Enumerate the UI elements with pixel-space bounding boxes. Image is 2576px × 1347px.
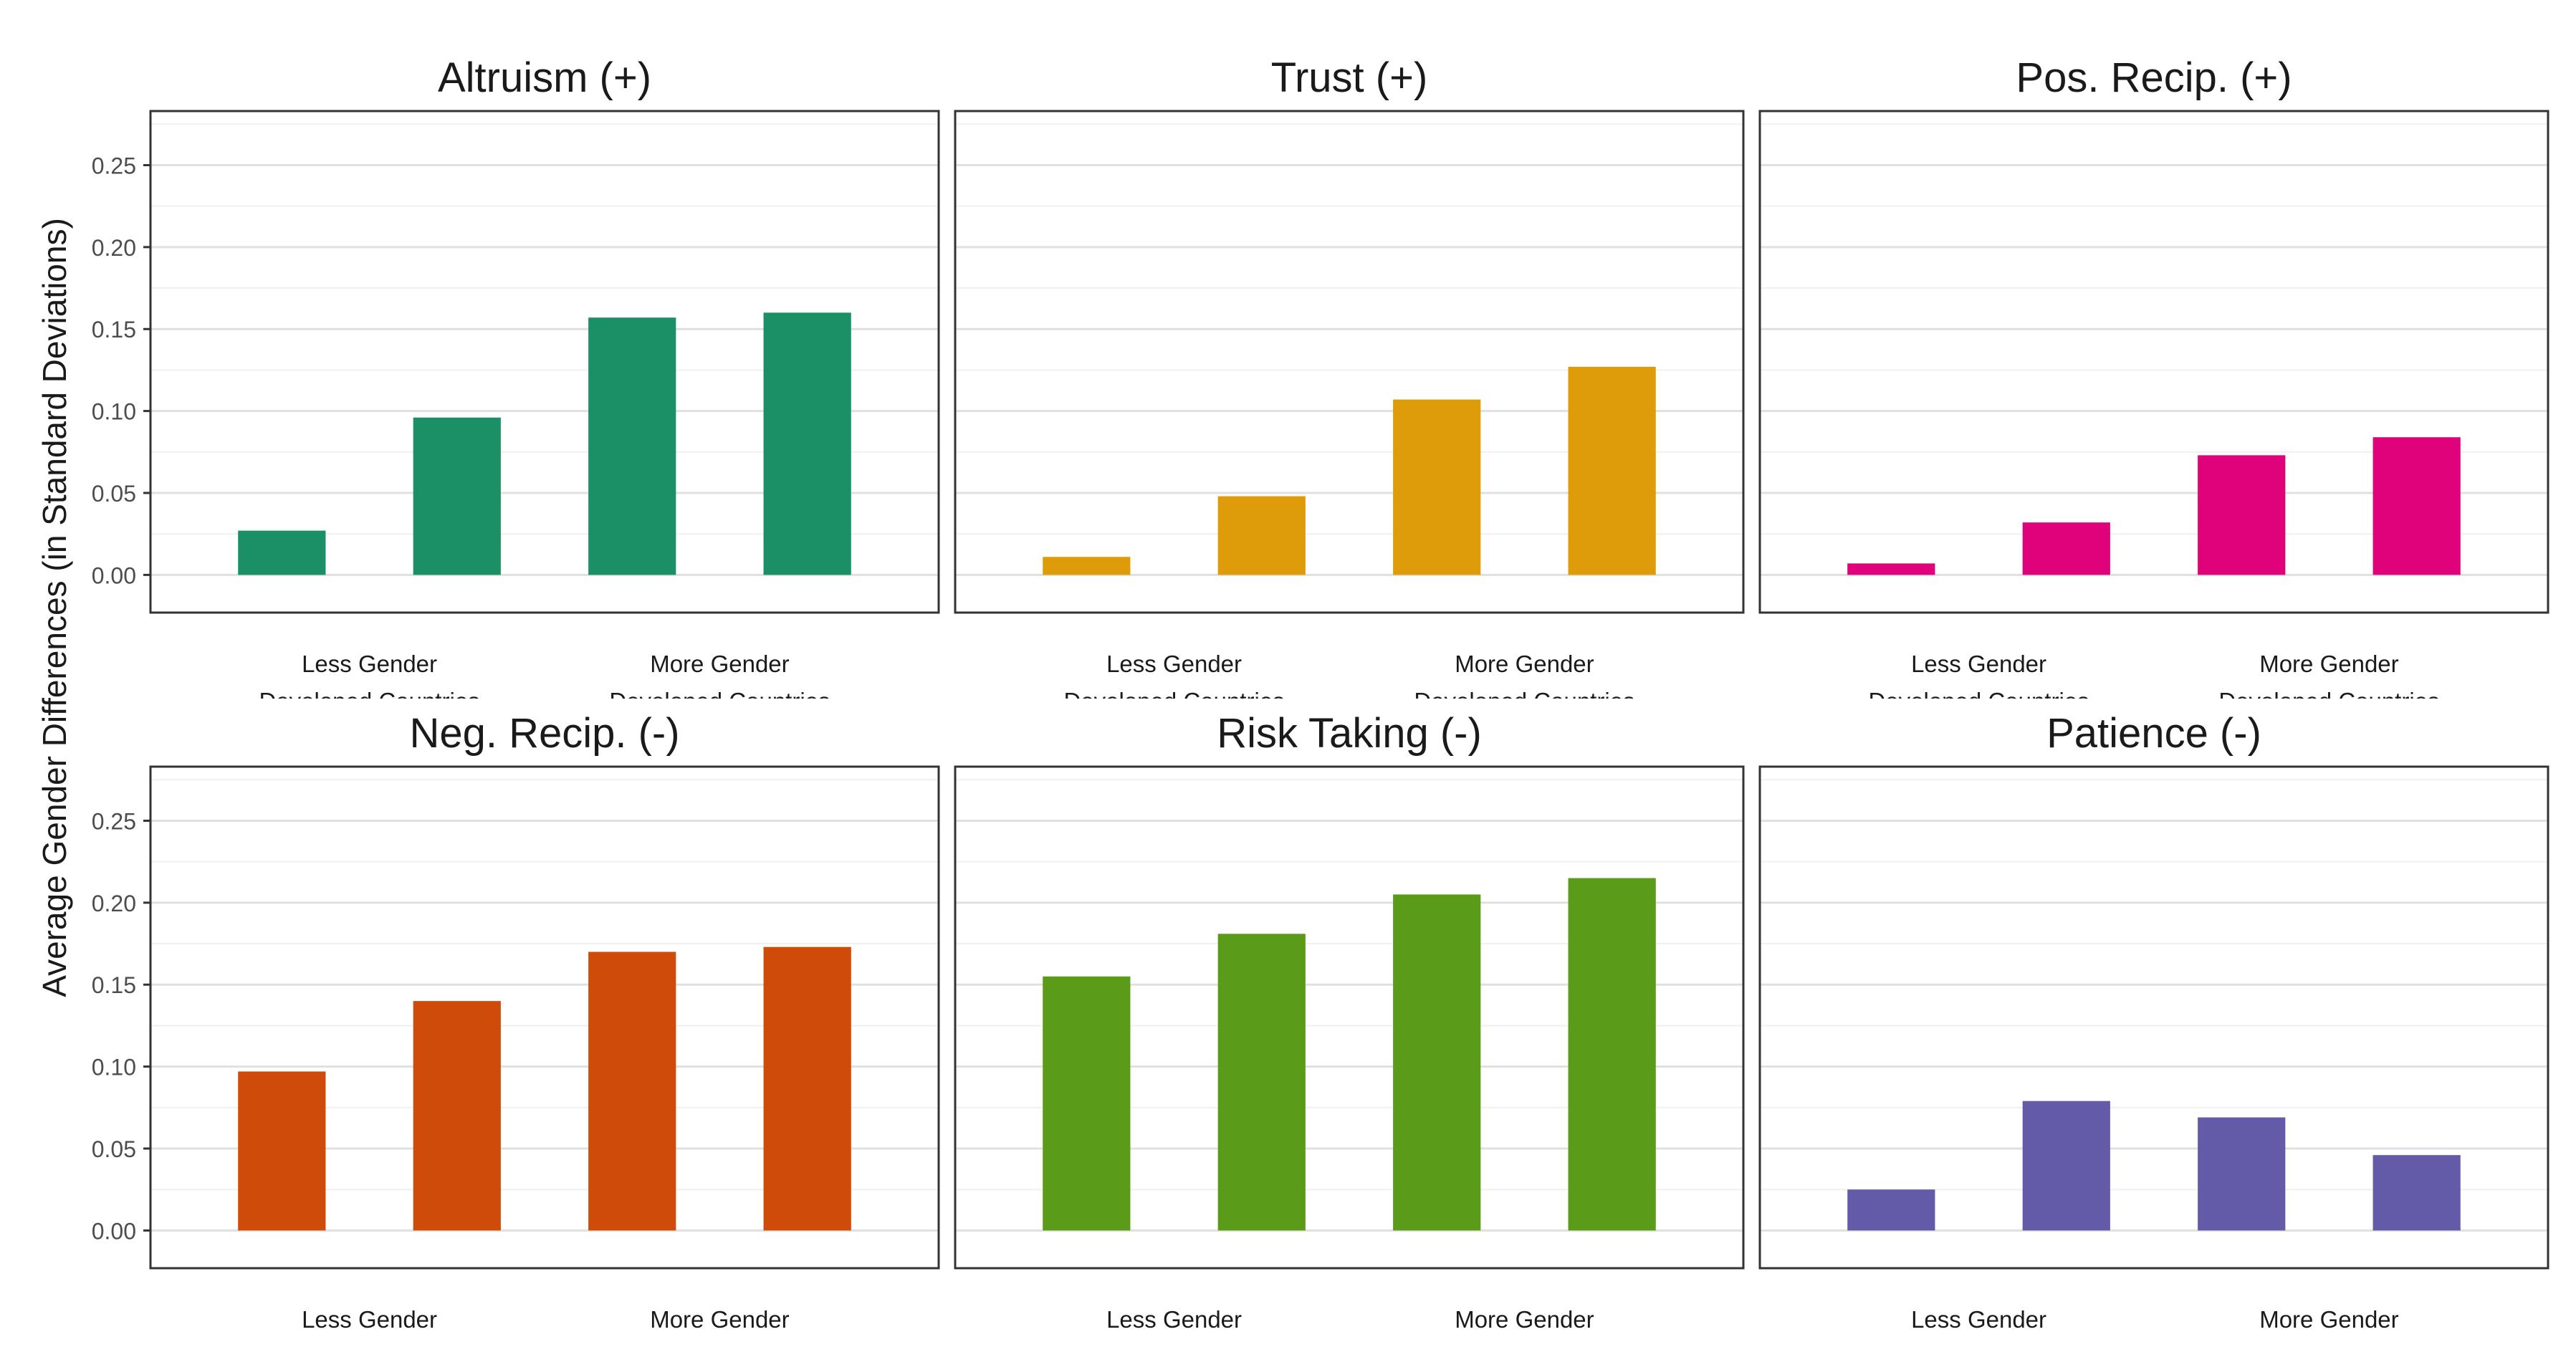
- y-tick-label: 0.00: [92, 562, 136, 588]
- x-tick-label: Less Gender: [1106, 1306, 1242, 1333]
- y-tick-label: 0.00: [92, 1218, 136, 1244]
- panel-border: [954, 765, 1745, 1270]
- bar: [1043, 976, 1131, 1231]
- x-tick-label: Developed Countries: [1063, 688, 1284, 714]
- y-tick-label: 0.25: [92, 808, 136, 834]
- facet-panel: Trust (+) Less Gender Developed Countries M…: [954, 54, 1745, 714]
- x-tick-label: Less Gender: [1911, 651, 2046, 677]
- x-tick-label: More Gender: [650, 1306, 789, 1333]
- x-tick-label: Developed Countries: [1868, 688, 2089, 714]
- facet-title: Pos. Recip. (+): [2016, 54, 2292, 101]
- y-tick-label: 0.20: [92, 891, 136, 916]
- bar: [1043, 557, 1131, 575]
- bar: [2372, 1155, 2461, 1231]
- x-tick-labels: Less Gender Developed Countries More Gende…: [1063, 651, 1634, 714]
- bar: [1217, 934, 1306, 1231]
- facet-panel: Neg. Recip. (-) 0.00 0.05 0.10 0.15 0.20 0.25 L…: [92, 710, 940, 1347]
- facet-title: Neg. Recip. (-): [409, 710, 679, 757]
- bar: [1393, 399, 1481, 575]
- bar: [2022, 522, 2110, 575]
- facet-title: Trust (+): [1271, 54, 1428, 101]
- panel-border: [149, 110, 940, 614]
- bar: [1847, 563, 1935, 575]
- bar: [2198, 455, 2286, 575]
- bar: [1217, 496, 1306, 575]
- y-tick-label: 0.05: [92, 1136, 136, 1162]
- x-tick-label: Less Gender: [1106, 651, 1242, 677]
- x-tick-label: More Gender: [2259, 651, 2398, 677]
- panel-border: [1758, 765, 2549, 1270]
- x-tick-label: Developed Countries: [2218, 688, 2439, 714]
- y-tick-label: 0.25: [92, 153, 136, 178]
- x-tick-label: Less Gender: [1911, 1306, 2046, 1333]
- bar: [1568, 878, 1656, 1231]
- x-tick-label: More Gender: [2259, 1306, 2398, 1333]
- bar: [2198, 1117, 2286, 1231]
- bar: [1393, 894, 1481, 1231]
- bar: [763, 946, 851, 1231]
- bar: [588, 317, 676, 575]
- x-tick-labels: Less Gender Developed Countries More Gende…: [259, 651, 830, 714]
- panel-border: [1758, 110, 2549, 614]
- y-tick-label: 0.10: [92, 399, 136, 425]
- facet-panel: Altruism (+) 0.00 0.05 0.10 0.15 0.20 0.25 Less…: [92, 54, 940, 714]
- facet-panel: Pos. Recip. (+) Less Gender Developed Coun…: [1758, 54, 2549, 714]
- x-tick-label: Less Gender: [302, 651, 437, 677]
- panel-border: [149, 765, 940, 1270]
- y-axis-label: Average Gender Differences (in Standard …: [36, 218, 73, 997]
- y-tick-label: 0.10: [92, 1055, 136, 1080]
- facet-title: Altruism (+): [438, 54, 651, 101]
- x-tick-label: More Gender: [1455, 1306, 1594, 1333]
- x-tick-labels: Less Gender Developed Countries More Gende…: [1868, 651, 2439, 714]
- facet-title: Patience (-): [2046, 710, 2261, 757]
- bar: [2372, 437, 2461, 575]
- bar: [763, 312, 851, 575]
- x-tick-label: Developed Countries: [1414, 688, 1634, 714]
- x-tick-label: Developed Countries: [609, 688, 830, 714]
- bar: [588, 951, 676, 1231]
- x-tick-label: More Gender: [1455, 651, 1594, 677]
- x-tick-label: More Gender: [650, 651, 789, 677]
- bar: [2022, 1101, 2110, 1231]
- facet-title: Risk Taking (-): [1217, 710, 1482, 757]
- y-tick-label: 0.20: [92, 235, 136, 261]
- bar: [413, 1001, 501, 1231]
- bar: [238, 530, 326, 575]
- x-tick-label: Less Gender: [302, 1306, 437, 1333]
- y-tick-label: 0.05: [92, 481, 136, 507]
- panel-border: [954, 110, 1745, 614]
- y-tick-label: 0.15: [92, 317, 136, 342]
- bar: [413, 417, 501, 575]
- bar: [1847, 1189, 1935, 1231]
- y-tick-label: 0.15: [92, 972, 136, 998]
- bar: [238, 1071, 326, 1231]
- x-tick-label: Developed Countries: [259, 688, 479, 714]
- bar: [1568, 366, 1656, 575]
